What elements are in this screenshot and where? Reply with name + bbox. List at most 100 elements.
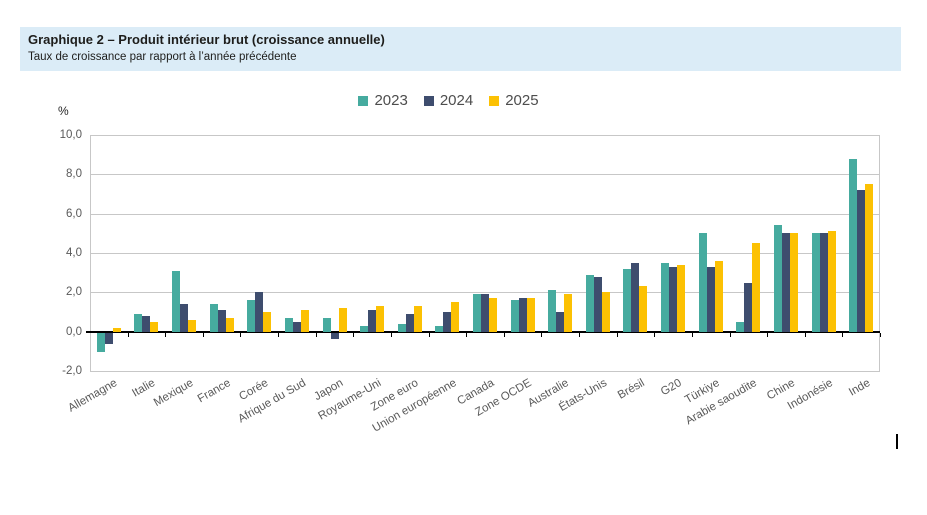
bar [781, 233, 790, 332]
category-tick [353, 332, 355, 337]
bar [669, 266, 678, 332]
category-tick [428, 332, 430, 337]
bar [247, 300, 256, 332]
bar [338, 308, 347, 332]
bar [413, 306, 422, 332]
bar-group [353, 135, 391, 371]
category-tick [654, 332, 656, 337]
x-category-label: Italie [130, 377, 158, 400]
bar [736, 321, 745, 332]
bar-group [504, 135, 542, 371]
bar [510, 300, 519, 332]
category-tick [579, 332, 581, 337]
bar-group [429, 135, 467, 371]
legend-label-2025: 2025 [505, 92, 539, 109]
category-tick [390, 332, 392, 337]
bar [518, 298, 527, 332]
plot-area [86, 135, 881, 372]
bar-group [617, 135, 655, 371]
x-category-label: Mexique [151, 377, 196, 410]
bar [443, 312, 452, 332]
y-tick-label: 2,0 [66, 286, 82, 299]
zero-axis-line [86, 330, 880, 333]
bar [849, 158, 858, 332]
bar-group [240, 135, 278, 371]
category-tick [880, 332, 881, 337]
plot-border [879, 135, 880, 371]
bar [112, 327, 121, 332]
bar [376, 306, 385, 332]
x-category-label: Brésil [615, 377, 647, 402]
x-category-label: Inde [846, 377, 873, 399]
bar [134, 313, 143, 332]
bar [631, 262, 640, 332]
x-category-label: G20 [659, 377, 685, 399]
legend-label-2024: 2024 [439, 92, 474, 109]
bar-group [90, 135, 128, 371]
legend-item-2025: 2025 [489, 92, 539, 109]
bar [601, 292, 610, 332]
category-tick [616, 332, 618, 337]
category-tick [202, 332, 204, 337]
category-tick [767, 332, 769, 337]
bar-group [805, 135, 843, 371]
bar [292, 321, 301, 332]
bar [172, 270, 181, 332]
bar [556, 312, 565, 332]
bar-group [730, 135, 768, 371]
category-tick [240, 332, 242, 337]
bar [865, 184, 874, 332]
bar [150, 321, 159, 332]
bar [96, 332, 105, 353]
bar [744, 282, 753, 332]
chart-title: Graphique 2 – Produit intérieur brut (cr… [28, 32, 385, 47]
gridline [90, 213, 880, 215]
category-tick [165, 332, 167, 337]
bar-group [579, 135, 617, 371]
bar [368, 310, 377, 332]
gridline [90, 371, 880, 372]
bar-group [128, 135, 166, 371]
legend-item-2023: 2023 [358, 92, 408, 109]
bar-group [203, 135, 241, 371]
bar-group [692, 135, 730, 371]
legend-label-2023: 2023 [374, 92, 408, 109]
bar [773, 225, 782, 332]
chart-subtitle: Taux de croissance par rapport à l’année… [28, 51, 297, 63]
bar [623, 268, 632, 332]
gridline [90, 253, 880, 254]
bar [827, 231, 836, 332]
x-category-label: Afrique du Sud [235, 377, 308, 426]
bar [593, 276, 602, 332]
bar [706, 266, 715, 332]
bar [789, 233, 798, 332]
y-tick-label: 10,0 [59, 129, 82, 141]
chart-legend: 2023 2024 2025 [0, 92, 897, 109]
category-tick [804, 332, 806, 337]
bar [322, 317, 331, 332]
bar [330, 332, 339, 339]
bar [180, 304, 189, 332]
category-tick [315, 332, 317, 337]
bar [752, 243, 761, 332]
gridline [90, 174, 880, 176]
category-tick [541, 332, 543, 337]
bar [698, 233, 707, 332]
bar [639, 286, 648, 332]
x-category-label: France [195, 377, 233, 406]
legend-swatch-2023-icon [358, 95, 369, 106]
bar-group [278, 135, 316, 371]
bar [472, 294, 481, 332]
y-tick-label: 0,0 [66, 325, 82, 338]
bar [300, 310, 309, 332]
bar [225, 317, 234, 332]
bar [188, 319, 197, 332]
bar [405, 313, 414, 332]
bar [661, 262, 670, 332]
bar [819, 233, 828, 332]
bar-group [165, 135, 203, 371]
bar [263, 312, 272, 332]
chart-header: Graphique 2 – Produit intérieur brut (cr… [20, 27, 901, 71]
gridline [90, 135, 880, 136]
